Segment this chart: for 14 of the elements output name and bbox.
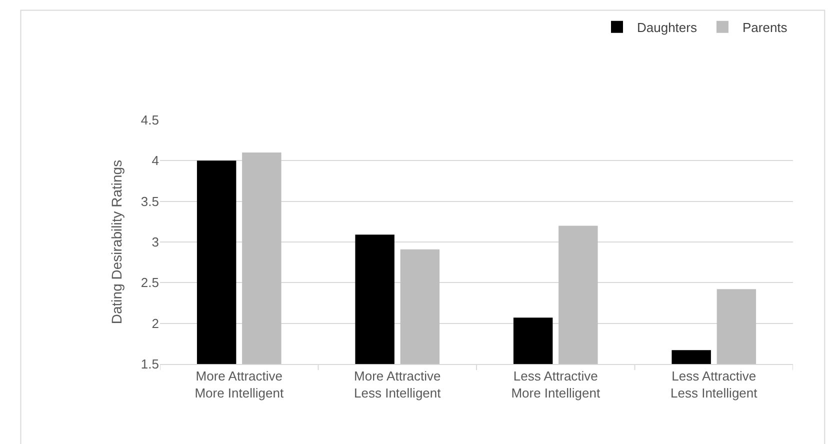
y-tick-label: 2.5	[140, 275, 159, 290]
y-tick-label: 3	[152, 234, 159, 250]
y-tick-label: 3.5	[140, 194, 159, 209]
y-tick-label: 4	[152, 153, 159, 168]
legend-label: Daughters	[637, 20, 698, 35]
y-tick-label: 1.5	[140, 356, 159, 372]
x-tick-label: Less Attractive More Intelligent	[511, 368, 600, 400]
y-tick-label: 2	[152, 316, 159, 331]
y-tick-label: 4.5	[140, 112, 159, 128]
x-tick-label: More Attractive Less Intelligent	[354, 368, 442, 400]
x-tick-label: More Attractive More Intelligent	[194, 368, 284, 400]
y-axis-title: Dating Desirability Ratings	[108, 160, 125, 324]
x-tick-label: Less Attractive Less Intelligent	[670, 368, 758, 400]
legend-label: Parents	[742, 20, 788, 35]
